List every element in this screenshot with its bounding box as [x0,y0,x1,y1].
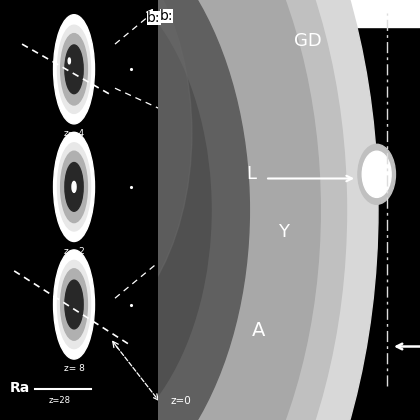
Text: L: L [247,165,257,183]
Circle shape [65,163,83,211]
Text: b:: b: [147,10,160,24]
Circle shape [58,143,91,231]
Text: GD: GD [294,32,322,50]
Circle shape [60,269,87,340]
Circle shape [60,34,87,105]
Text: b:: b: [160,9,173,23]
Text: A: A [252,321,265,340]
Bar [26,0,420,27]
Text: Y: Y [278,223,289,241]
Text: z=0: z=0 [171,396,192,406]
Circle shape [58,25,91,113]
Circle shape [53,132,94,242]
Circle shape [0,0,211,420]
Text: Ra: Ra [9,381,30,396]
Circle shape [60,151,87,223]
Circle shape [58,260,91,349]
Text: z=-4: z=-4 [63,129,84,138]
Circle shape [72,181,76,192]
Circle shape [53,15,94,124]
Text: z=28: z=28 [49,396,71,404]
Circle shape [0,0,320,420]
Circle shape [0,0,346,420]
Circle shape [65,45,83,94]
Circle shape [362,151,391,197]
Circle shape [0,0,378,420]
Circle shape [53,250,94,359]
Circle shape [0,0,249,420]
Circle shape [358,144,396,204]
Text: z= 2: z= 2 [64,247,84,255]
Text: z= 8: z= 8 [63,364,84,373]
Circle shape [68,58,71,64]
Circle shape [65,280,83,329]
Circle shape [0,0,192,348]
